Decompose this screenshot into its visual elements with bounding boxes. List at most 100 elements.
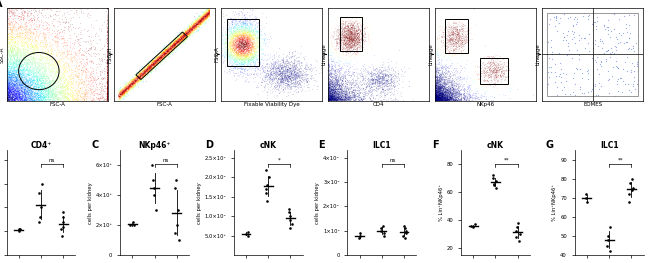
Point	[8, 85, 18, 89]
Point	[437, 92, 448, 96]
Point	[359, 81, 370, 85]
Point	[70, 93, 80, 98]
Point	[15, 64, 25, 68]
Point	[195, 16, 205, 20]
Point	[440, 86, 450, 90]
Point	[188, 29, 198, 33]
Point	[26, 33, 36, 37]
Point	[242, 30, 253, 34]
Point	[225, 42, 235, 46]
Point	[181, 33, 192, 37]
Point	[3, 98, 14, 102]
Point	[441, 75, 452, 80]
Point	[133, 76, 143, 80]
Point	[75, 77, 85, 81]
Point	[179, 33, 190, 37]
Point	[498, 74, 508, 78]
Point	[14, 49, 24, 53]
Point	[357, 18, 367, 23]
Point	[171, 38, 181, 43]
Point	[376, 76, 386, 80]
Point	[441, 92, 452, 96]
Point	[354, 41, 365, 45]
Point	[57, 86, 67, 90]
Point	[227, 43, 238, 47]
Point	[26, 62, 36, 66]
Point	[343, 40, 354, 44]
Point	[6, 98, 16, 102]
Point	[444, 94, 454, 98]
Point	[204, 10, 214, 14]
Point	[446, 36, 456, 40]
Point	[222, 41, 232, 45]
Point	[242, 43, 252, 47]
Point	[464, 95, 474, 99]
Point	[347, 96, 358, 100]
Point	[52, 97, 62, 101]
Point	[337, 32, 348, 36]
Point	[57, 88, 67, 92]
Point	[12, 74, 23, 78]
Point	[434, 98, 444, 102]
Point	[447, 83, 458, 87]
Point	[378, 73, 388, 77]
Point	[328, 97, 339, 101]
Point	[448, 31, 458, 35]
Point	[43, 98, 53, 102]
Point	[326, 85, 336, 90]
Point	[166, 44, 176, 48]
Point	[190, 27, 200, 31]
Point	[161, 48, 172, 52]
Point	[173, 38, 183, 42]
Point	[12, 50, 23, 54]
Point	[338, 35, 348, 39]
Point	[138, 76, 149, 80]
Point	[458, 48, 468, 52]
Point	[339, 19, 349, 23]
Point	[4, 87, 14, 91]
Point	[8, 84, 19, 89]
Point	[138, 71, 149, 75]
Point	[234, 58, 244, 62]
Point	[234, 40, 244, 44]
Point	[240, 58, 251, 62]
Point	[6, 8, 16, 13]
Point	[118, 90, 129, 94]
Point	[193, 19, 203, 23]
Point	[135, 77, 145, 82]
Point	[434, 94, 445, 98]
Point	[1, 87, 12, 91]
Point	[77, 77, 87, 82]
Point	[55, 84, 66, 88]
Point	[366, 91, 376, 95]
Point	[437, 34, 448, 38]
Point	[27, 80, 37, 84]
Point	[6, 43, 16, 47]
Point	[241, 41, 252, 45]
Point	[327, 98, 337, 102]
Point	[244, 39, 254, 44]
Point	[158, 54, 168, 58]
Point	[339, 98, 350, 103]
Point	[66, 23, 76, 27]
Point	[312, 88, 322, 92]
Point	[18, 83, 28, 87]
Point	[438, 97, 448, 101]
Point	[9, 62, 20, 66]
Point	[203, 12, 213, 17]
Point	[352, 84, 362, 89]
Point	[432, 91, 443, 95]
Point	[173, 40, 183, 44]
Point	[431, 96, 441, 100]
Point	[352, 76, 363, 80]
Point	[10, 81, 21, 85]
Point	[168, 43, 179, 47]
Point	[182, 26, 192, 31]
Point	[435, 96, 445, 100]
Point	[337, 97, 348, 102]
Point	[245, 42, 255, 46]
Point	[195, 20, 205, 24]
Point	[458, 92, 469, 96]
Point	[53, 60, 64, 64]
Point	[75, 43, 85, 47]
